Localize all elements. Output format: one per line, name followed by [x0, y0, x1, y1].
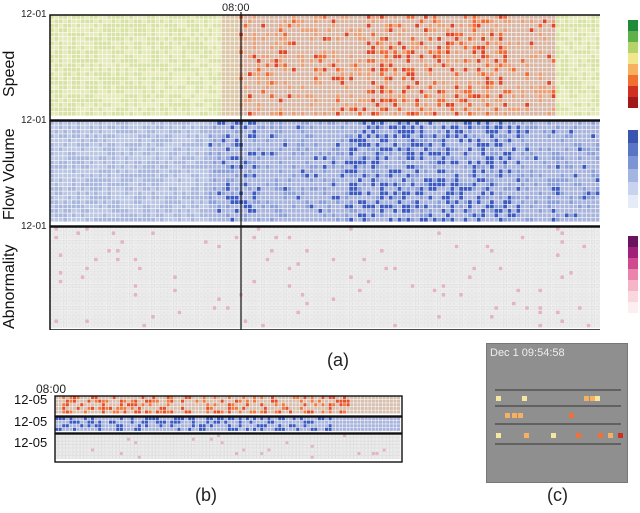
panel-c-timestamp: Dec 1 09:54:58	[490, 347, 565, 359]
date-label-speed: 12-01	[21, 9, 47, 20]
date-label-b-2: 12-05	[14, 414, 48, 429]
panel-c-lines	[495, 389, 623, 445]
time-marker-a: 08:00	[222, 2, 250, 14]
caption-b: (b)	[195, 485, 217, 505]
speed-color-legend	[628, 20, 638, 108]
heatmap-panel-b	[54, 395, 403, 463]
caption-c: (c)	[547, 485, 568, 505]
caption-a: (a)	[327, 350, 349, 370]
abnormality-color-legend	[628, 236, 638, 313]
time-marker-b: 08:00	[36, 382, 67, 396]
date-label-abnormality: 12-01	[21, 221, 47, 232]
heatmap-panel-a	[49, 12, 600, 330]
detail-panel-c: Dec 1 09:54:58	[486, 343, 628, 483]
date-label-flow: 12-01	[21, 115, 47, 126]
flow-color-legend	[628, 130, 638, 208]
date-label-b-1: 12-05	[14, 392, 48, 407]
date-label-b-3: 12-05	[14, 435, 48, 450]
